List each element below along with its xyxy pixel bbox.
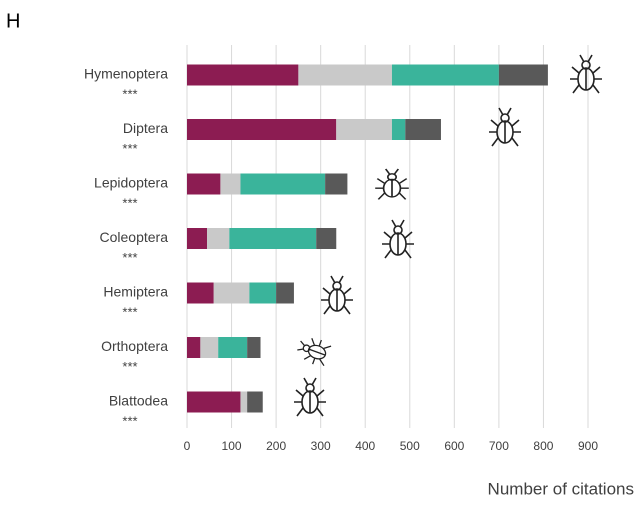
significance-label: *** — [122, 413, 137, 428]
bar-segment — [207, 228, 230, 249]
category-label: Coleoptera — [100, 229, 169, 245]
x-tick-label: 600 — [444, 439, 464, 453]
x-tick-label: 500 — [400, 439, 420, 453]
bar-segment — [200, 337, 219, 358]
bar-segment — [218, 337, 248, 358]
icon-coleoptera — [381, 219, 415, 259]
bar-segment — [229, 228, 317, 249]
bar-segment — [187, 282, 214, 304]
significance-label: *** — [122, 86, 137, 101]
x-tick-label: 300 — [311, 439, 331, 453]
significance-label: *** — [122, 359, 137, 374]
category-label: Blattodea — [109, 393, 168, 409]
bar-segment — [187, 119, 337, 140]
x-tick-label: 900 — [578, 439, 598, 453]
bar-segment — [187, 173, 221, 195]
bar-segment — [316, 228, 337, 249]
bar-segment — [213, 282, 250, 304]
panel-label: H — [6, 10, 20, 32]
bar-segment — [187, 337, 201, 358]
bar-segment — [187, 391, 241, 413]
category-label: Orthoptera — [101, 338, 168, 354]
bar-segment — [276, 282, 294, 304]
icon-diptera — [488, 107, 522, 147]
bar-segment — [249, 282, 277, 304]
x-tick-label: 0 — [184, 439, 191, 453]
bar-segment — [336, 119, 392, 140]
significance-label: *** — [122, 250, 137, 265]
x-tick-label: 100 — [222, 439, 242, 453]
x-tick-label: 200 — [266, 439, 286, 453]
bar-segment — [247, 391, 263, 413]
icon-blattodea — [293, 377, 327, 417]
bar-segment — [187, 228, 208, 249]
category-label: Diptera — [123, 120, 168, 136]
icon-orthoptera — [293, 332, 333, 369]
bar-segment — [220, 173, 241, 195]
x-tick-label: 700 — [489, 439, 509, 453]
icon-lepidoptera — [374, 168, 410, 201]
bar-segment — [391, 119, 406, 140]
bar-segment — [325, 173, 348, 195]
bar-segment — [391, 64, 499, 86]
bar-segment — [187, 64, 299, 86]
x-axis-label: Number of citations — [488, 479, 634, 498]
icon-hymenoptera — [569, 54, 603, 94]
x-tick-label: 400 — [355, 439, 375, 453]
bar-segment — [240, 391, 248, 413]
bar-segment — [405, 119, 441, 140]
icon-hemiptera — [320, 275, 354, 315]
significance-label: *** — [122, 304, 137, 319]
x-tick-label: 800 — [533, 439, 553, 453]
category-label: Lepidoptera — [94, 175, 168, 191]
significance-label: *** — [122, 141, 137, 156]
bar-segment — [240, 173, 326, 195]
category-label: Hemiptera — [103, 284, 168, 300]
insect-icons — [293, 54, 603, 417]
bar-segment — [247, 337, 261, 358]
significance-label: *** — [122, 195, 137, 210]
bar-segment — [498, 64, 548, 86]
bar-segment — [298, 64, 392, 86]
category-label: Hymenoptera — [84, 66, 168, 82]
